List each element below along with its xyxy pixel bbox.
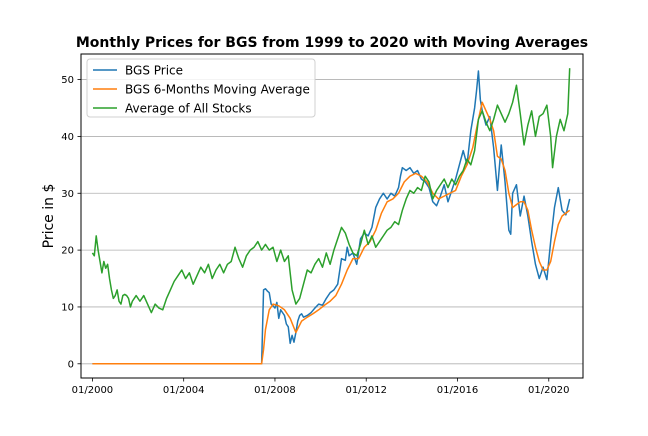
series-lines bbox=[91, 68, 571, 365]
chart-legend: BGS Price BGS 6-Months Moving Average Aver… bbox=[86, 58, 316, 118]
legend-label: Average of All Stocks bbox=[125, 102, 252, 116]
y-tick-label: 20 bbox=[61, 246, 74, 257]
x-tick-label: 01/2020 bbox=[528, 385, 570, 396]
y-tick-label: 40 bbox=[61, 132, 74, 143]
plot-area-frame bbox=[80, 53, 584, 379]
x-tick-label: 01/2012 bbox=[345, 385, 387, 396]
y-axis-label: Price in $ bbox=[41, 184, 57, 249]
legend-label: BGS Price bbox=[125, 64, 183, 78]
series-line-1 bbox=[92, 70, 571, 365]
y-tick-label: 30 bbox=[61, 189, 74, 200]
y-tick-label: 50 bbox=[61, 75, 74, 86]
legend-box bbox=[86, 58, 316, 118]
y-tick-label: 0 bbox=[68, 359, 74, 370]
y-tick-label: 10 bbox=[61, 302, 74, 313]
chart-title: Monthly Prices for BGS from 1999 to 2020… bbox=[76, 35, 588, 51]
x-tick-label: 01/2000 bbox=[72, 385, 114, 396]
x-tick-label: 01/2004 bbox=[163, 385, 205, 396]
axis-ticks: 0 10 20 30 40 50 01/2000 01/2004 01/2008 01/2012 0… bbox=[61, 75, 569, 396]
x-tick-label: 01/2016 bbox=[437, 385, 479, 396]
legend-label: BGS 6-Months Moving Average bbox=[125, 83, 310, 97]
series-line-3 bbox=[91, 68, 571, 314]
series-line-2 bbox=[92, 101, 571, 365]
x-tick-label: 01/2008 bbox=[254, 385, 296, 396]
